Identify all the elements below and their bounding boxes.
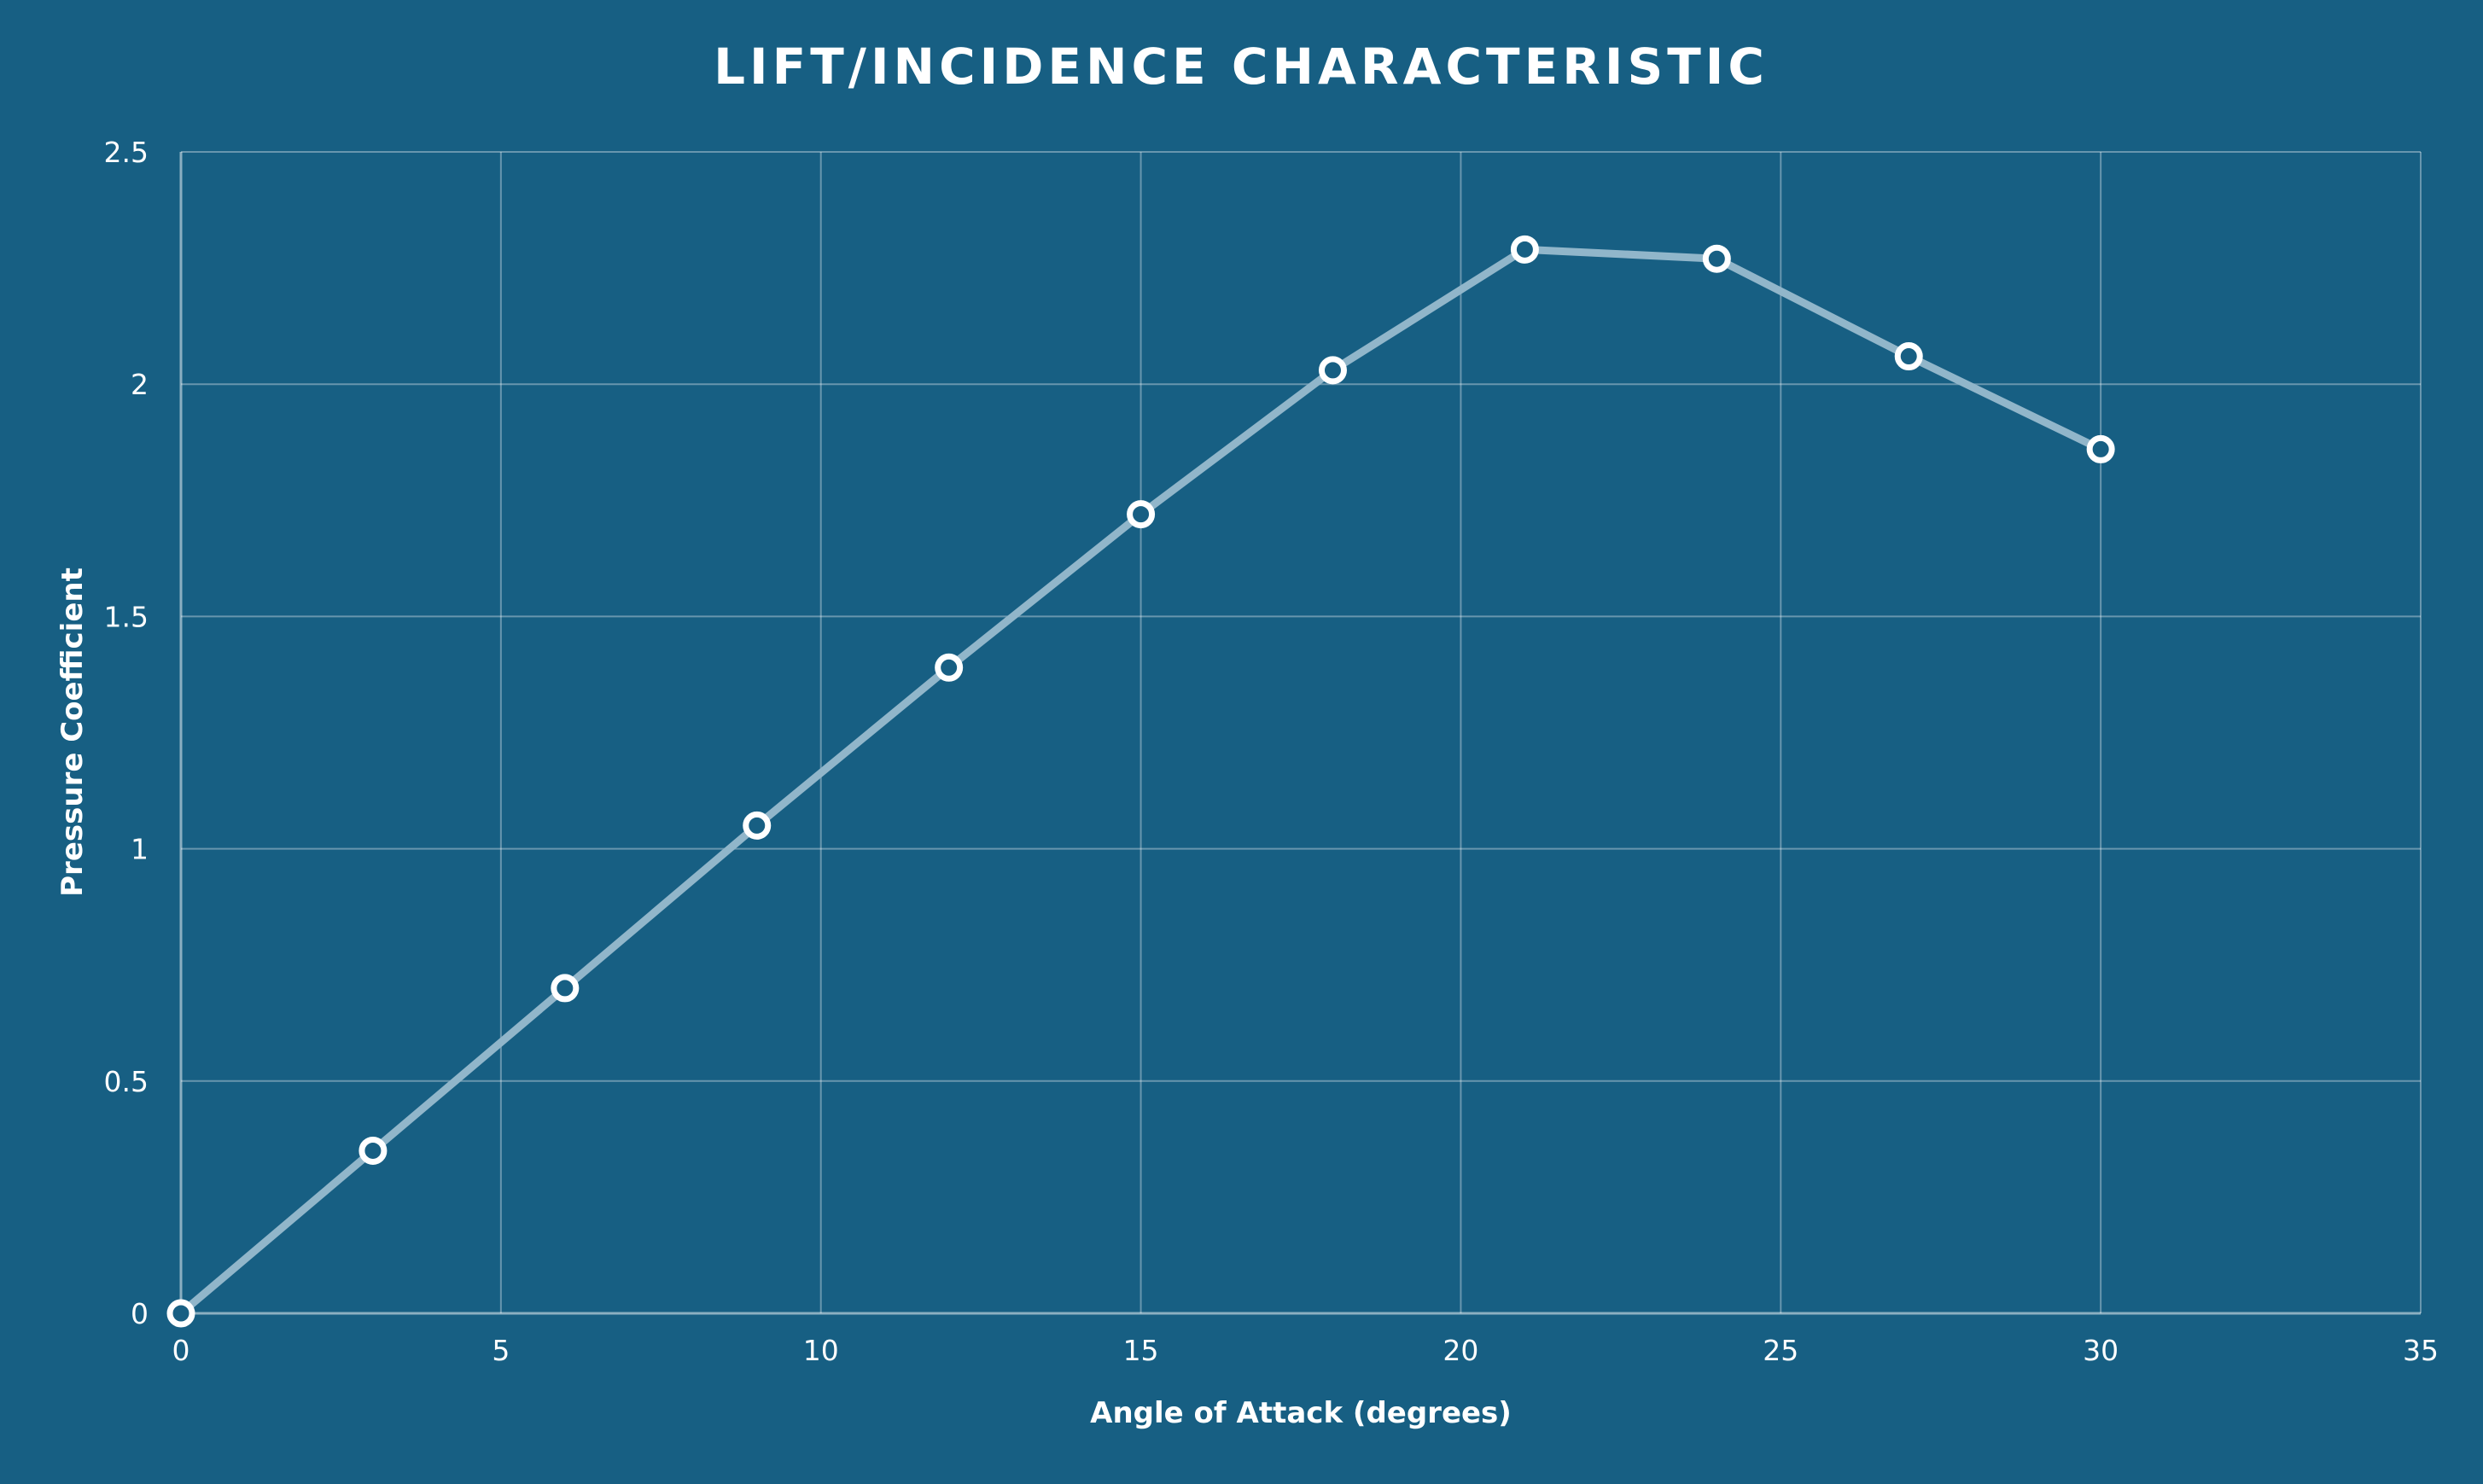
axes [179,152,2421,1315]
x-axis-label: Angle of Attack (degrees) [1090,1396,1512,1430]
y-tick-label: 2.5 [104,136,149,169]
data-point [1510,235,1539,264]
x-tick-label: 15 [1123,1334,1159,1367]
x-tick-label: 10 [803,1334,839,1367]
data-point [1127,500,1156,529]
data-point [551,974,580,1003]
data-point [743,811,772,840]
x-tick-label: 20 [1443,1334,1478,1367]
x-tick-label: 5 [492,1334,510,1367]
y-tick-labels: 0 0.5 1 1.5 2 2.5 [104,136,149,1330]
chart-title: LIFT/INCIDENCE CHARACTERISTIC [714,38,1769,96]
y-tick-label: 0.5 [104,1065,149,1098]
x-tick-labels: 0 5 10 15 20 25 30 35 [172,1334,2439,1367]
x-tick-label: 0 [172,1334,190,1367]
y-tick-label: 1 [131,833,149,866]
data-point [1702,244,1731,273]
data-point [935,653,964,682]
data-point [2086,434,2115,463]
data-series [166,235,2115,1328]
x-tick-label: 25 [1763,1334,1798,1367]
gridlines [181,151,2422,1313]
x-tick-label: 35 [2403,1334,2439,1367]
data-point [166,1299,195,1328]
x-tick-label: 30 [2083,1334,2119,1367]
data-point [358,1136,388,1165]
data-point [1894,342,1923,371]
y-axis-label: Pressure Coefficient [55,567,90,897]
y-tick-label: 1.5 [104,600,149,633]
y-tick-label: 0 [131,1297,149,1330]
data-point [1318,356,1347,385]
y-tick-label: 2 [131,368,149,401]
